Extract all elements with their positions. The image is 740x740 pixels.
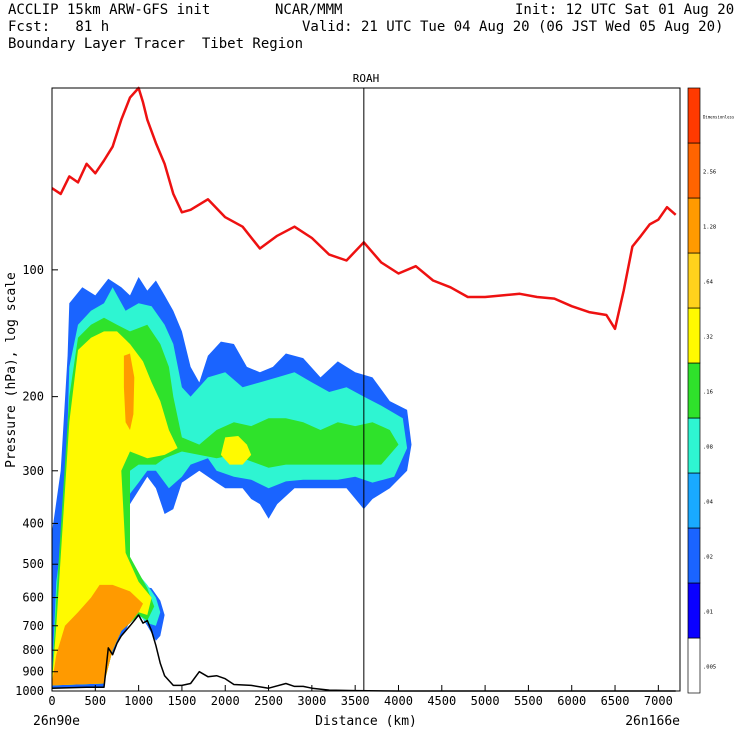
header-line1-left: ACCLIP 15km ARW-GFS init	[8, 2, 211, 18]
colorbar-label: .01	[703, 610, 713, 616]
header-line2-right: Valid: 21 UTC Tue 04 Aug 20 (06 JST Wed …	[302, 19, 724, 35]
y-tick-label: 1000	[15, 684, 44, 698]
x-axis-label: Distance (km)	[315, 714, 417, 729]
tracer-region-4	[220, 436, 252, 465]
x-tick-label: 3500	[341, 694, 370, 708]
x-tick-label: 0	[48, 694, 55, 708]
colorbar-label: .16	[703, 390, 713, 396]
tracer-region-6	[123, 353, 135, 430]
colorbar: .005 .01 .02 .04 .08 .16 .32 .64 1.28 2.56 Dimensi…	[687, 87, 735, 694]
x-tick-label: 4500	[427, 694, 456, 708]
y-tick-label: 400	[22, 516, 44, 530]
y-tick-label: 900	[22, 665, 44, 679]
colorbar-swatch	[687, 472, 701, 529]
x-tick-label: 2500	[254, 694, 283, 708]
y-tick-label: 300	[22, 464, 44, 478]
colorbar-label: .64	[703, 280, 714, 286]
tracer-contours	[52, 277, 412, 691]
header-line1-right: Init: 12 UTC Sat 01 Aug 20	[515, 2, 735, 18]
x-tick-label: 1500	[167, 694, 196, 708]
x-end-label-right: 26n166e	[625, 714, 680, 729]
colorbar-label: .08	[703, 445, 713, 451]
colorbar-swatch	[687, 197, 701, 254]
x-end-label-left: 26n90e	[33, 714, 80, 729]
y-axis-label: Pressure (hPa), log scale	[4, 272, 19, 468]
colorbar-swatch	[687, 417, 701, 474]
colorbar-swatch	[687, 87, 701, 144]
x-tick-label: 6000	[557, 694, 586, 708]
y-tick-label: 200	[22, 390, 44, 404]
tropopause-line	[51, 86, 677, 331]
colorbar-swatch	[687, 637, 701, 694]
colorbar-label: 2.56	[703, 170, 716, 176]
y-axis-ticks: 100 200 300 400 500 600 700 800 900 1000	[15, 263, 58, 698]
y-tick-label: 800	[22, 643, 44, 657]
x-axis-ticks: 0 500 1000 1500 2000 2500 3000 3500 4000 4500 5000…	[48, 685, 673, 708]
colorbar-label: .32	[703, 335, 713, 341]
tracer-region-5	[52, 584, 143, 686]
y-tick-label: 700	[22, 619, 44, 633]
x-tick-label: 3000	[297, 694, 326, 708]
header-line3-left: Boundary Layer Tracer Tibet Region	[8, 36, 304, 52]
x-tick-label: 5000	[471, 694, 500, 708]
y-tick-label: 100	[22, 263, 44, 277]
y-tick-label: 600	[22, 591, 44, 605]
x-tick-label: 6500	[601, 694, 630, 708]
header-line1-mid: NCAR/MMM	[275, 2, 343, 18]
header-line2-left: Fcst: 81 h	[8, 19, 110, 35]
x-tick-label: 500	[84, 694, 106, 708]
x-tick-label: 2000	[211, 694, 240, 708]
colorbar-label: .005	[703, 665, 716, 671]
chart-title: ROAH	[353, 72, 380, 85]
tracer-region-3	[52, 331, 178, 686]
colorbar-swatch	[687, 252, 701, 309]
colorbar-label: .02	[703, 555, 713, 561]
colorbar-swatch	[687, 582, 701, 639]
x-tick-label: 1000	[124, 694, 153, 708]
x-tick-label: 7000	[644, 694, 673, 708]
colorbar-label: .04	[703, 500, 714, 506]
x-tick-label: 5500	[514, 694, 543, 708]
colorbar-swatch	[687, 527, 701, 584]
colorbar-swatch	[687, 307, 701, 364]
colorbar-swatch	[687, 362, 701, 419]
x-tick-label: 4000	[384, 694, 413, 708]
plot-frame	[51, 87, 681, 692]
colorbar-swatch	[687, 142, 701, 199]
colorbar-label: 1.28	[703, 225, 716, 231]
colorbar-label: Dimensionless	[703, 115, 735, 120]
terrain-line	[51, 614, 676, 692]
y-tick-label: 500	[22, 557, 44, 571]
chart-lines	[51, 86, 677, 692]
